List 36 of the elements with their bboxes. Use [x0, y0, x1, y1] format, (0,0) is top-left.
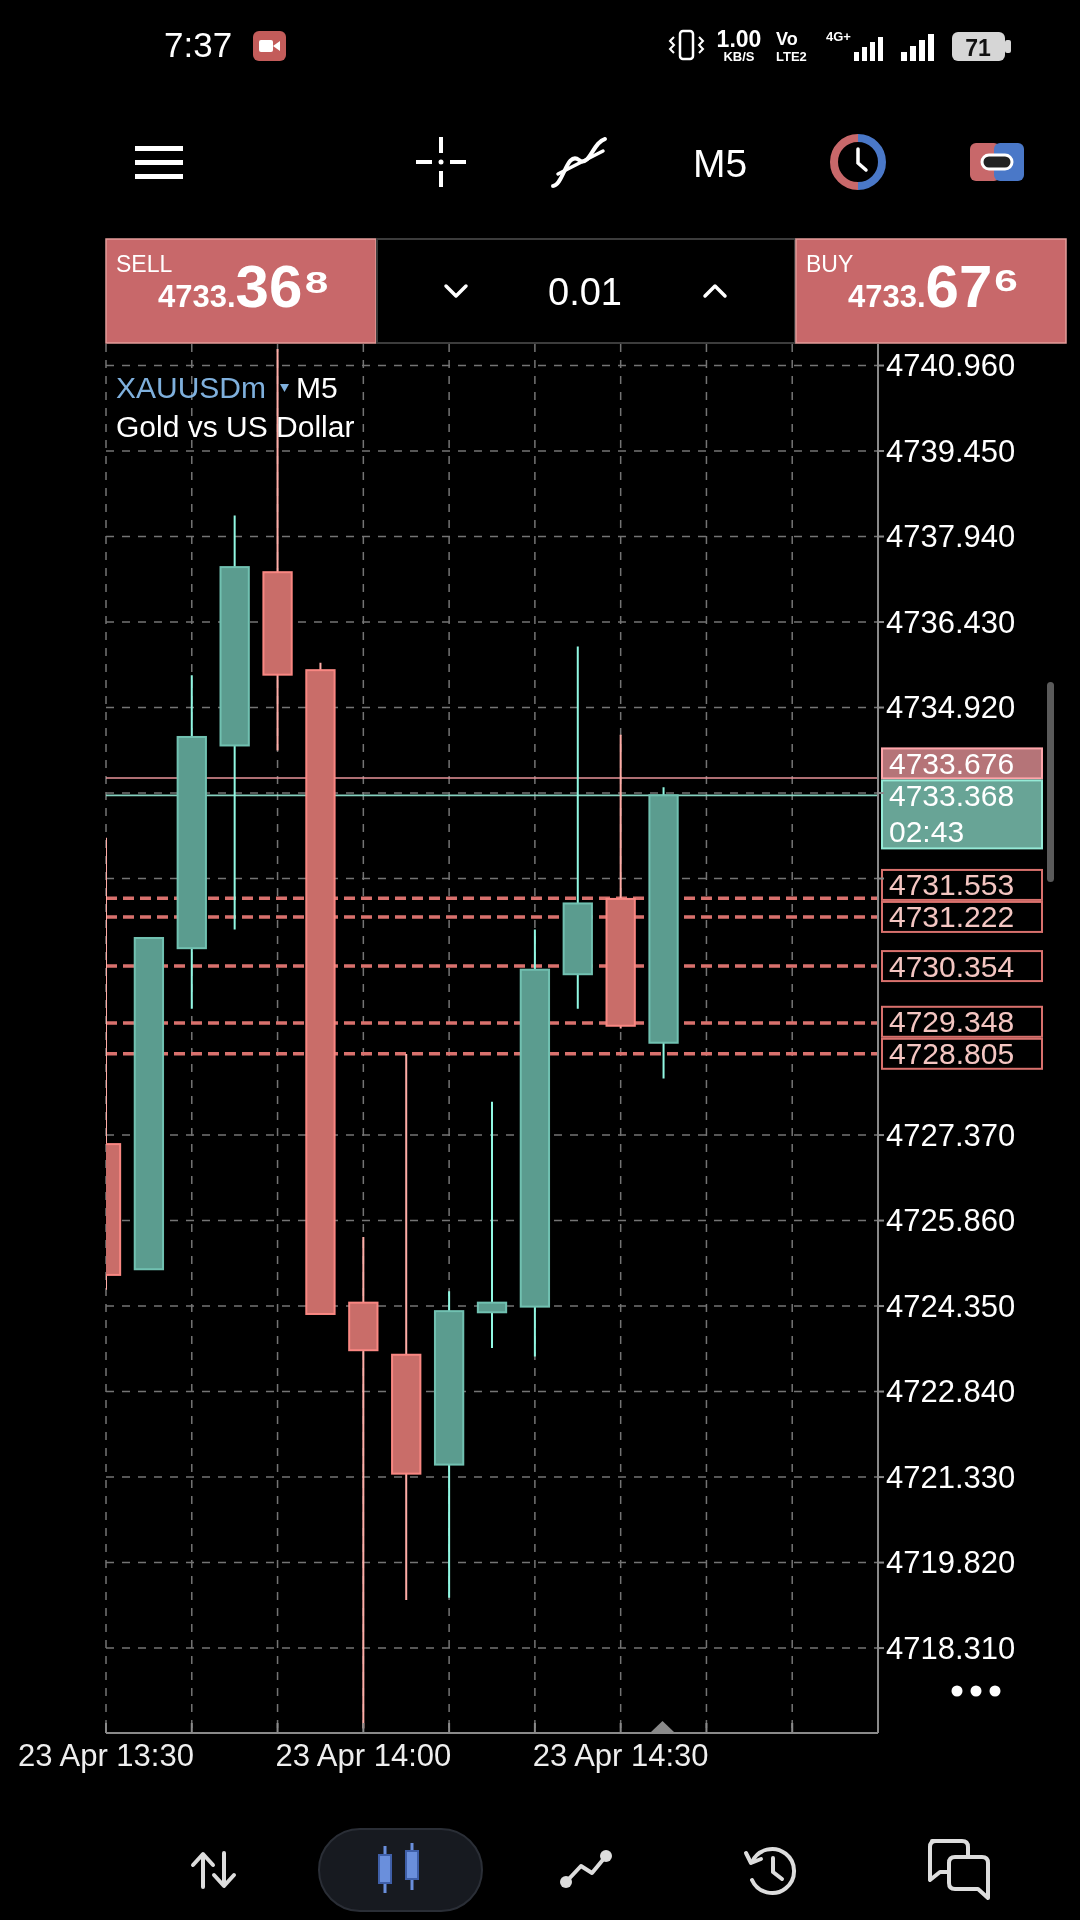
text: 4G+ [826, 29, 852, 44]
y-tick-label: 4727.370 [886, 1117, 1016, 1153]
y-tick-label: 4740.960 [886, 348, 1016, 384]
annotation: M5 [296, 371, 338, 404]
y-tick-label: 4722.840 [886, 1374, 1016, 1410]
x-tick-label: 23 Apr 14:30 [532, 1738, 709, 1773]
x-tick-label: 23 Apr 13:30 [18, 1738, 194, 1773]
ref-line-label: 4730.354 [889, 949, 1015, 983]
text: 0.01 [548, 271, 622, 313]
text: KB/S [723, 49, 755, 64]
y-tick-label: 4739.450 [886, 433, 1016, 469]
ref-line-label: 4733.368 [889, 778, 1015, 812]
text: LTE2 [776, 49, 807, 64]
ref-line-label: 4729.348 [889, 1005, 1015, 1039]
text: 1.00 [716, 26, 762, 52]
text: M5 [692, 142, 748, 185]
text: XAUUSDm [116, 371, 267, 404]
text: 71 [965, 35, 991, 61]
candlestick [476, 1100, 508, 1349]
y-tick-label: 4736.430 [886, 604, 1016, 640]
y-tick-label: 4719.820 [886, 1545, 1016, 1581]
y-tick-label: 4718.310 [886, 1630, 1016, 1666]
y-tick-label: 4737.940 [886, 519, 1016, 555]
ref-line-label: 4731.222 [889, 900, 1015, 934]
ref-line-label: 4728.805 [889, 1037, 1015, 1071]
text: 7:37 [164, 25, 233, 64]
y-tick-label: 4725.860 [886, 1203, 1016, 1239]
y-tick-label: 4734.920 [886, 690, 1016, 726]
y-tick-label: 4724.350 [886, 1288, 1016, 1324]
text: Vo [776, 29, 798, 49]
text: SELL [116, 251, 173, 277]
ref-line-label: 4731.553 [889, 868, 1015, 902]
x-tick-label: 23 Apr 14:00 [275, 1738, 452, 1773]
ref-line-label: 4733.676 [889, 746, 1015, 780]
y-tick-label: 4721.330 [886, 1459, 1016, 1495]
text: 02:43 [889, 814, 965, 848]
